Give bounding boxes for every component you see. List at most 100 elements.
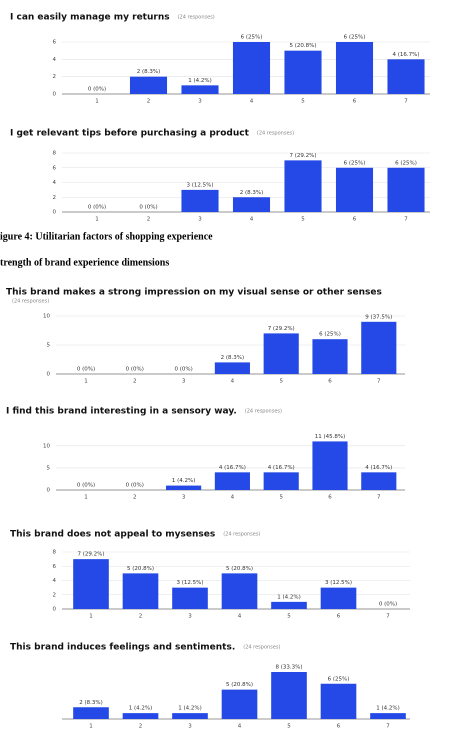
value-label: 5 (20.8%) xyxy=(226,682,253,688)
value-label: 5 (20.8%) xyxy=(289,43,316,49)
x-tick-label: 5 xyxy=(279,379,283,385)
bar xyxy=(387,59,425,94)
value-label: 6 (25%) xyxy=(241,35,263,41)
bar xyxy=(172,713,208,719)
value-label: 5 (20.8%) xyxy=(127,566,154,572)
y-tick-label: 0 xyxy=(53,92,57,98)
y-tick-label: 6 xyxy=(53,165,57,171)
value-label: 2 (8.3%) xyxy=(221,355,245,361)
bar xyxy=(221,689,258,719)
x-tick-label: 1 xyxy=(89,724,93,730)
chart-title: This brand does not appeal to mysenses xyxy=(10,530,215,540)
x-tick-label: 3 xyxy=(188,614,192,620)
value-label: 0 (0%) xyxy=(126,483,144,489)
y-tick-label: 2 xyxy=(53,195,57,201)
x-tick-label: 6 xyxy=(328,495,332,501)
bar xyxy=(232,197,271,212)
y-tick-label: 2 xyxy=(53,592,57,598)
x-tick-label: 6 xyxy=(337,724,341,730)
y-tick-label: 5 xyxy=(47,465,51,471)
value-label: 1 (4.2%) xyxy=(129,706,153,712)
y-tick-label: 0 xyxy=(47,488,51,494)
value-label: 0 (0%) xyxy=(88,205,106,211)
chart-subtitle: (24 responses) xyxy=(12,299,49,305)
value-label: 11 (45.8%) xyxy=(315,434,346,440)
bar xyxy=(312,441,348,490)
value-label: 4 (16.7%) xyxy=(365,465,392,471)
y-tick-label: 6 xyxy=(53,564,57,570)
section-heading: trength of brand experience dimensions xyxy=(0,257,169,268)
x-tick-label: 4 xyxy=(238,724,242,730)
chart-subtitle: (24 responses) xyxy=(245,409,282,415)
value-label: 0 (0%) xyxy=(126,367,144,373)
bar xyxy=(284,160,322,212)
bar xyxy=(221,573,258,609)
bar xyxy=(129,76,168,94)
x-tick-label: 2 xyxy=(133,379,137,385)
y-tick-label: 6 xyxy=(53,40,57,46)
value-label: 3 (12.5%) xyxy=(186,182,213,188)
bar xyxy=(312,339,348,374)
x-tick-label: 7 xyxy=(377,495,381,501)
x-tick-label: 5 xyxy=(287,614,291,620)
bar xyxy=(263,333,299,374)
value-label: 7 (29.2%) xyxy=(289,153,316,159)
x-tick-label: 2 xyxy=(147,217,151,223)
bar xyxy=(181,85,219,94)
bar xyxy=(181,189,219,212)
value-label: 1 (4.2%) xyxy=(178,706,202,712)
bar xyxy=(122,713,159,719)
x-tick-label: 1 xyxy=(95,99,99,105)
x-tick-label: 6 xyxy=(353,217,357,223)
x-tick-label: 6 xyxy=(328,379,332,385)
x-tick-label: 1 xyxy=(95,217,99,223)
value-label: 1 (4.2%) xyxy=(277,594,301,600)
bar xyxy=(361,472,397,490)
value-label: 1 (4.2%) xyxy=(188,78,212,84)
value-label: 1 (4.2%) xyxy=(376,706,400,712)
y-tick-label: 8 xyxy=(53,550,57,556)
x-tick-label: 4 xyxy=(231,495,235,501)
value-label: 0 (0%) xyxy=(174,367,192,373)
x-tick-label: 3 xyxy=(198,217,202,223)
x-tick-label: 7 xyxy=(377,379,381,385)
x-tick-label: 1 xyxy=(84,379,88,385)
x-tick-label: 7 xyxy=(386,724,390,730)
value-label: 2 (8.3%) xyxy=(240,190,264,196)
y-tick-label: 0 xyxy=(53,607,57,613)
x-tick-label: 5 xyxy=(301,99,305,105)
y-tick-label: 4 xyxy=(53,578,57,584)
y-tick-label: 4 xyxy=(53,180,57,186)
bar xyxy=(387,167,425,212)
x-tick-label: 4 xyxy=(250,99,254,105)
y-tick-label: 5 xyxy=(47,343,51,349)
x-tick-label: 7 xyxy=(404,99,408,105)
bar xyxy=(73,707,109,719)
value-label: 2 (8.3%) xyxy=(137,69,161,75)
value-label: 3 (12.5%) xyxy=(176,580,203,586)
y-tick-label: 8 xyxy=(53,151,57,157)
x-tick-label: 7 xyxy=(404,217,408,223)
bar xyxy=(214,472,250,490)
value-label: 6 (25%) xyxy=(395,160,417,166)
bar xyxy=(271,672,307,719)
value-label: 4 (16.7%) xyxy=(392,52,419,58)
y-tick-label: 2 xyxy=(53,74,57,80)
x-tick-label: 3 xyxy=(188,724,192,730)
value-label: 6 (25%) xyxy=(328,676,350,682)
chart-subtitle: (24 responses) xyxy=(223,532,260,538)
bar xyxy=(122,573,159,609)
x-tick-label: 4 xyxy=(231,379,235,385)
y-tick-label: 4 xyxy=(53,57,57,63)
chart-title: I can easily manage my returns xyxy=(10,13,170,23)
bar xyxy=(166,485,202,490)
value-label: 2 (8.3%) xyxy=(79,700,103,706)
x-tick-label: 2 xyxy=(147,99,151,105)
x-tick-label: 2 xyxy=(139,724,143,730)
value-label: 6 (25%) xyxy=(344,160,366,166)
bar xyxy=(320,587,357,609)
value-label: 8 (33.3%) xyxy=(275,665,302,671)
x-tick-label: 6 xyxy=(353,99,357,105)
x-tick-label: 5 xyxy=(301,217,305,223)
value-label: 6 (25%) xyxy=(344,35,366,41)
